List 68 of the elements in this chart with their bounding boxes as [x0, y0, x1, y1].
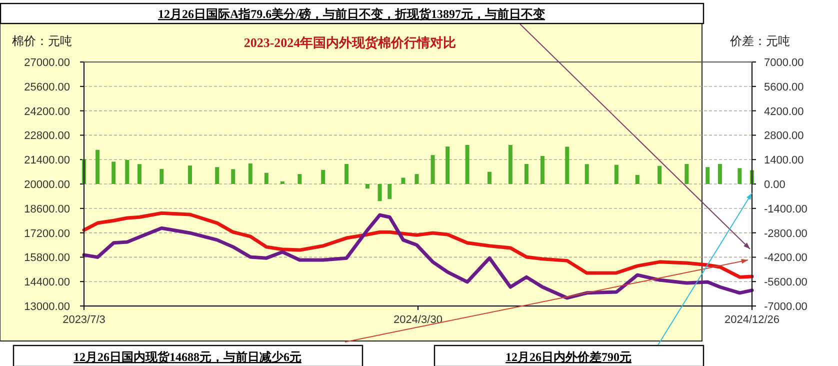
y2-tick-label: 5600.00	[764, 81, 804, 94]
bar	[430, 155, 435, 184]
y2-tick-label: 0.00	[764, 179, 786, 191]
y-tick-label: 13000.00	[24, 301, 70, 313]
bar	[658, 166, 662, 184]
bar	[248, 163, 252, 184]
bar	[365, 184, 370, 189]
y2-tick-label: 7000.00	[764, 57, 804, 69]
x-tick-label: 2024/12/26	[724, 314, 780, 326]
y2-tick-label: -4200.00	[764, 252, 808, 264]
bar	[125, 160, 130, 184]
line-series	[82, 213, 754, 300]
bar	[344, 164, 349, 184]
line-series	[82, 211, 754, 279]
y2-tick-label: -5600.00	[764, 276, 808, 289]
y2-axis-title: 价差：元吨	[729, 34, 790, 48]
y2-tick-label: -2800.00	[764, 228, 808, 240]
bar	[378, 184, 382, 202]
bar	[524, 164, 528, 184]
bar	[298, 174, 302, 184]
bar	[215, 167, 220, 184]
y-tick-label: 18600.00	[24, 203, 70, 216]
bar	[96, 150, 100, 184]
bar	[188, 166, 192, 184]
y-tick-label: 27000.00	[24, 57, 70, 69]
bar	[280, 181, 284, 184]
text: 12月26日内外价差790元	[506, 350, 632, 364]
bar	[112, 162, 116, 184]
x-tick-label: 2023/7/3	[62, 314, 106, 326]
y-tick-label: 20000.00	[24, 179, 70, 191]
chart-title: 2023-2024年国内外现货棉价行情对比	[244, 35, 456, 50]
bar	[684, 164, 689, 184]
bar	[401, 178, 406, 184]
bar	[706, 167, 710, 184]
y-axis-title: 棉价：元吨	[12, 34, 72, 48]
bar	[487, 172, 492, 184]
bar	[446, 146, 450, 184]
text: 12月26日国际A指79.6美分/磅，与前日不变，折现货13897元，与前日不变	[158, 7, 545, 21]
bar	[738, 168, 742, 184]
bar	[231, 169, 236, 184]
bar	[465, 144, 470, 184]
text: 12月26日国内现货14688元，与前日减少6元	[74, 350, 302, 364]
y2-tick-label: 2800.00	[764, 130, 804, 142]
bar	[160, 169, 164, 184]
y-tick-label: 21400.00	[24, 154, 70, 167]
y2-tick-label: 1400.00	[764, 154, 804, 167]
y-tick-label: 14400.00	[24, 276, 70, 289]
bar	[614, 164, 618, 184]
bar	[635, 174, 640, 184]
x-tick-label: 2024/3/30	[394, 314, 442, 326]
y2-tick-label: -7000.00	[764, 301, 808, 313]
bar	[264, 172, 268, 184]
bar	[508, 144, 512, 184]
y-tick-label: 15800.00	[24, 252, 70, 264]
y-tick-label: 22800.00	[24, 130, 70, 142]
bar	[565, 146, 570, 184]
y2-tick-label: -1400.00	[764, 203, 808, 216]
y-tick-label: 17200.00	[24, 228, 70, 240]
y2-tick-label: 4200.00	[764, 106, 804, 118]
bar	[584, 164, 589, 184]
bar	[718, 164, 722, 184]
y-tick-label: 24200.00	[24, 106, 70, 118]
bar	[388, 184, 392, 199]
bar	[540, 156, 544, 184]
bar	[414, 174, 419, 184]
bar	[137, 164, 142, 184]
bar	[321, 170, 326, 184]
y-tick-label: 25600.00	[24, 81, 70, 94]
